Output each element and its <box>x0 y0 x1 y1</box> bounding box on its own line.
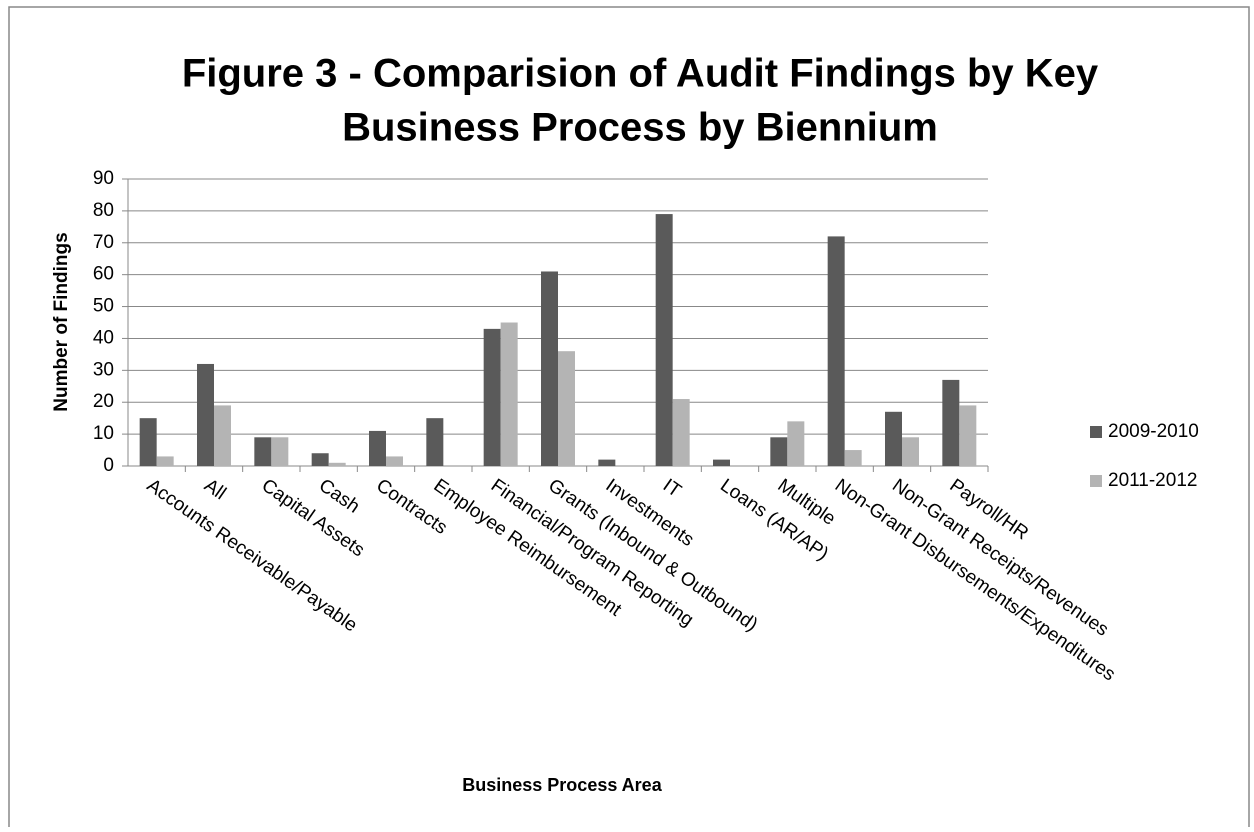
bar <box>713 459 730 466</box>
y-tick-label: 40 <box>93 327 114 348</box>
bar <box>271 437 289 466</box>
bar <box>369 430 386 466</box>
y-tick-label: 80 <box>93 200 114 221</box>
bar <box>426 418 444 466</box>
x-axis-title: Business Process Area <box>462 775 662 795</box>
y-tick-label: 60 <box>93 264 114 285</box>
bar <box>902 437 919 466</box>
y-tick-label: 50 <box>93 296 114 317</box>
legend-label: 2011-2012 <box>1108 470 1197 491</box>
bar <box>254 437 272 466</box>
bar <box>328 462 346 466</box>
bar <box>214 405 231 466</box>
y-tick-label: 10 <box>93 423 114 444</box>
bar <box>558 351 575 466</box>
bar <box>844 450 862 466</box>
bar <box>483 328 501 466</box>
bar <box>655 214 673 466</box>
bar <box>942 379 960 466</box>
bar <box>156 456 174 466</box>
y-tick-label: 30 <box>93 359 114 380</box>
legend-label: 2009-2010 <box>1108 421 1199 442</box>
bar <box>787 421 805 466</box>
chart-title: Business Process by Biennium <box>342 106 938 150</box>
bar <box>672 399 690 466</box>
y-tick-label: 70 <box>93 232 114 253</box>
legend-swatch <box>1090 475 1102 487</box>
bar <box>139 418 157 466</box>
bar <box>959 405 977 466</box>
bar <box>598 459 616 466</box>
bar <box>885 411 902 466</box>
bar <box>311 453 329 466</box>
y-tick-label: 20 <box>93 391 114 412</box>
legend-swatch <box>1090 426 1102 438</box>
bar <box>386 456 403 466</box>
chart-title: Figure 3 - Comparision of Audit Findings… <box>182 52 1099 96</box>
bar <box>541 271 558 466</box>
bar <box>827 236 845 466</box>
y-tick-label: 0 <box>103 455 114 476</box>
y-tick-label: 90 <box>93 168 114 189</box>
bar <box>197 363 214 466</box>
y-axis-title: Number of Findings <box>51 232 72 411</box>
bar <box>770 437 788 466</box>
bar <box>500 322 518 466</box>
